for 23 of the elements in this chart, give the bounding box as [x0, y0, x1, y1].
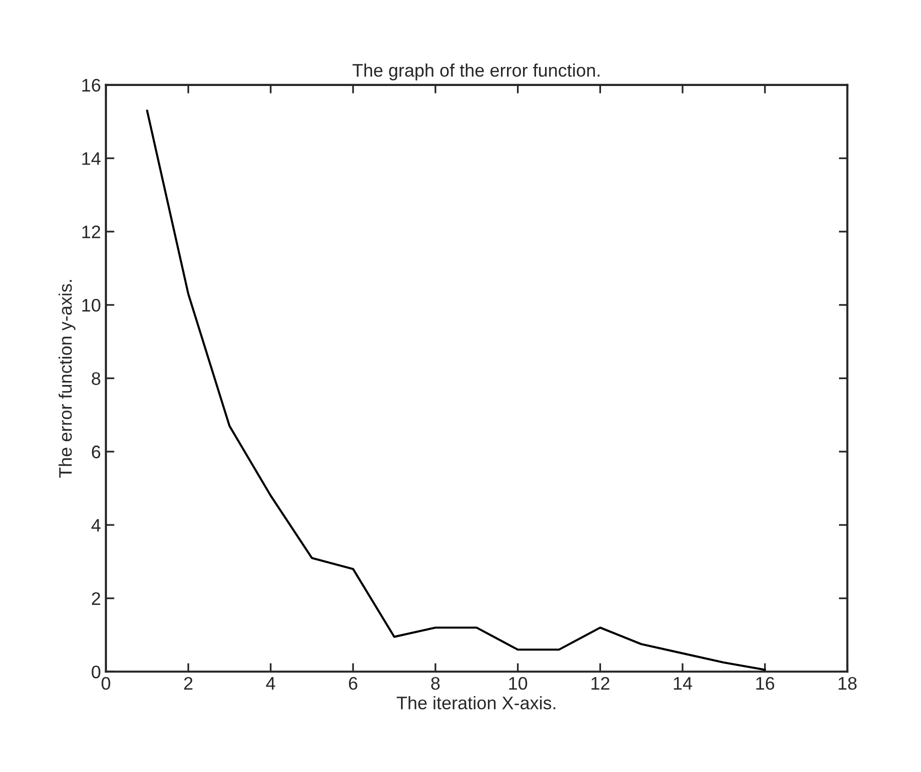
x-tick-label: 4 [266, 677, 276, 690]
y-tick-label: 6 [92, 446, 100, 458]
line-series [146, 110, 766, 671]
x-tick-label: 2 [184, 676, 192, 690]
y-tick-label: 4 [91, 519, 101, 532]
x-tick-label: 18 [838, 676, 857, 690]
x-tick-label: 10 [509, 676, 528, 690]
y-tick-label: 12 [82, 226, 100, 238]
chart-title: The graph of the error function. [352, 64, 600, 80]
x-tick-label: 16 [756, 676, 774, 690]
x-axis-title: The iteration X-axis. [396, 696, 556, 710]
x-tick-label: 0 [102, 676, 110, 690]
x-tick-label: 6 [348, 676, 358, 690]
x-tick-label: 14 [674, 677, 692, 690]
y-tick-label: 2 [92, 592, 100, 605]
y-tick-label: 14 [82, 152, 101, 165]
x-tick-label: 8 [431, 676, 440, 690]
y-tick-label: 10 [82, 298, 100, 312]
x-tick-label: 12 [592, 676, 610, 690]
y-tick-label: 0 [92, 666, 100, 678]
y-tick-label: 8 [92, 372, 100, 385]
y-axis-title: The error function y-axis. [58, 280, 76, 478]
y-tick-label: 16 [82, 78, 100, 92]
